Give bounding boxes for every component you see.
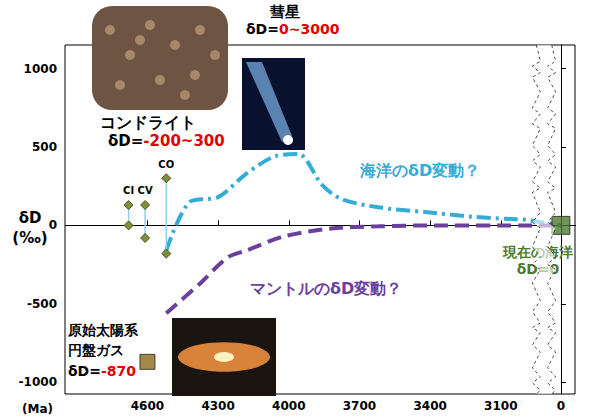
html-text:δD= 0: δD= 0	[516, 261, 560, 277]
svg-text:δD=: δD=	[108, 132, 143, 150]
svg-text:円盤ガス: 円盤ガス	[68, 342, 124, 358]
svg-text:原始太陽系: 原始太陽系	[67, 322, 139, 338]
svg-text:δD=: δD=	[246, 21, 279, 37]
svg-text:δD=: δD=	[68, 363, 101, 379]
svg-text:海洋のδD変動？: 海洋のδD変動？	[359, 161, 480, 180]
svg-text:0: 0	[49, 218, 57, 232]
svg-text:0: 0	[557, 399, 565, 413]
svg-text:マントルのδD変動？: マントルのδD変動？	[250, 279, 402, 298]
svg-text:δD: δD	[19, 209, 42, 227]
svg-text:CV: CV	[138, 185, 153, 196]
svg-text:現在の海洋: 現在の海洋	[503, 244, 573, 260]
svg-text:500: 500	[32, 140, 57, 154]
svg-text:3400: 3400	[413, 399, 446, 413]
svg-text:1000: 1000	[24, 62, 57, 76]
svg-text:-200~300: -200~300	[143, 132, 224, 150]
svg-text:CO: CO	[158, 159, 174, 170]
svg-text:-500: -500	[27, 297, 57, 311]
svg-text:3100: 3100	[484, 399, 517, 413]
svg-text:4600: 4600	[131, 399, 164, 413]
svg-text:(Ma): (Ma)	[22, 402, 53, 416]
svg-text:彗星: 彗星	[269, 3, 300, 21]
svg-text:コンドライト: コンドライト	[100, 113, 196, 132]
svg-text:0~3000: 0~3000	[279, 21, 340, 37]
svg-text:(‰): (‰)	[12, 229, 47, 247]
svg-text:-1000: -1000	[19, 375, 57, 389]
svg-text:4000: 4000	[272, 399, 305, 413]
svg-text:4300: 4300	[201, 399, 234, 413]
svg-text:CI: CI	[123, 185, 134, 196]
svg-text:-870: -870	[101, 363, 136, 379]
svg-text:3700: 3700	[343, 399, 376, 413]
